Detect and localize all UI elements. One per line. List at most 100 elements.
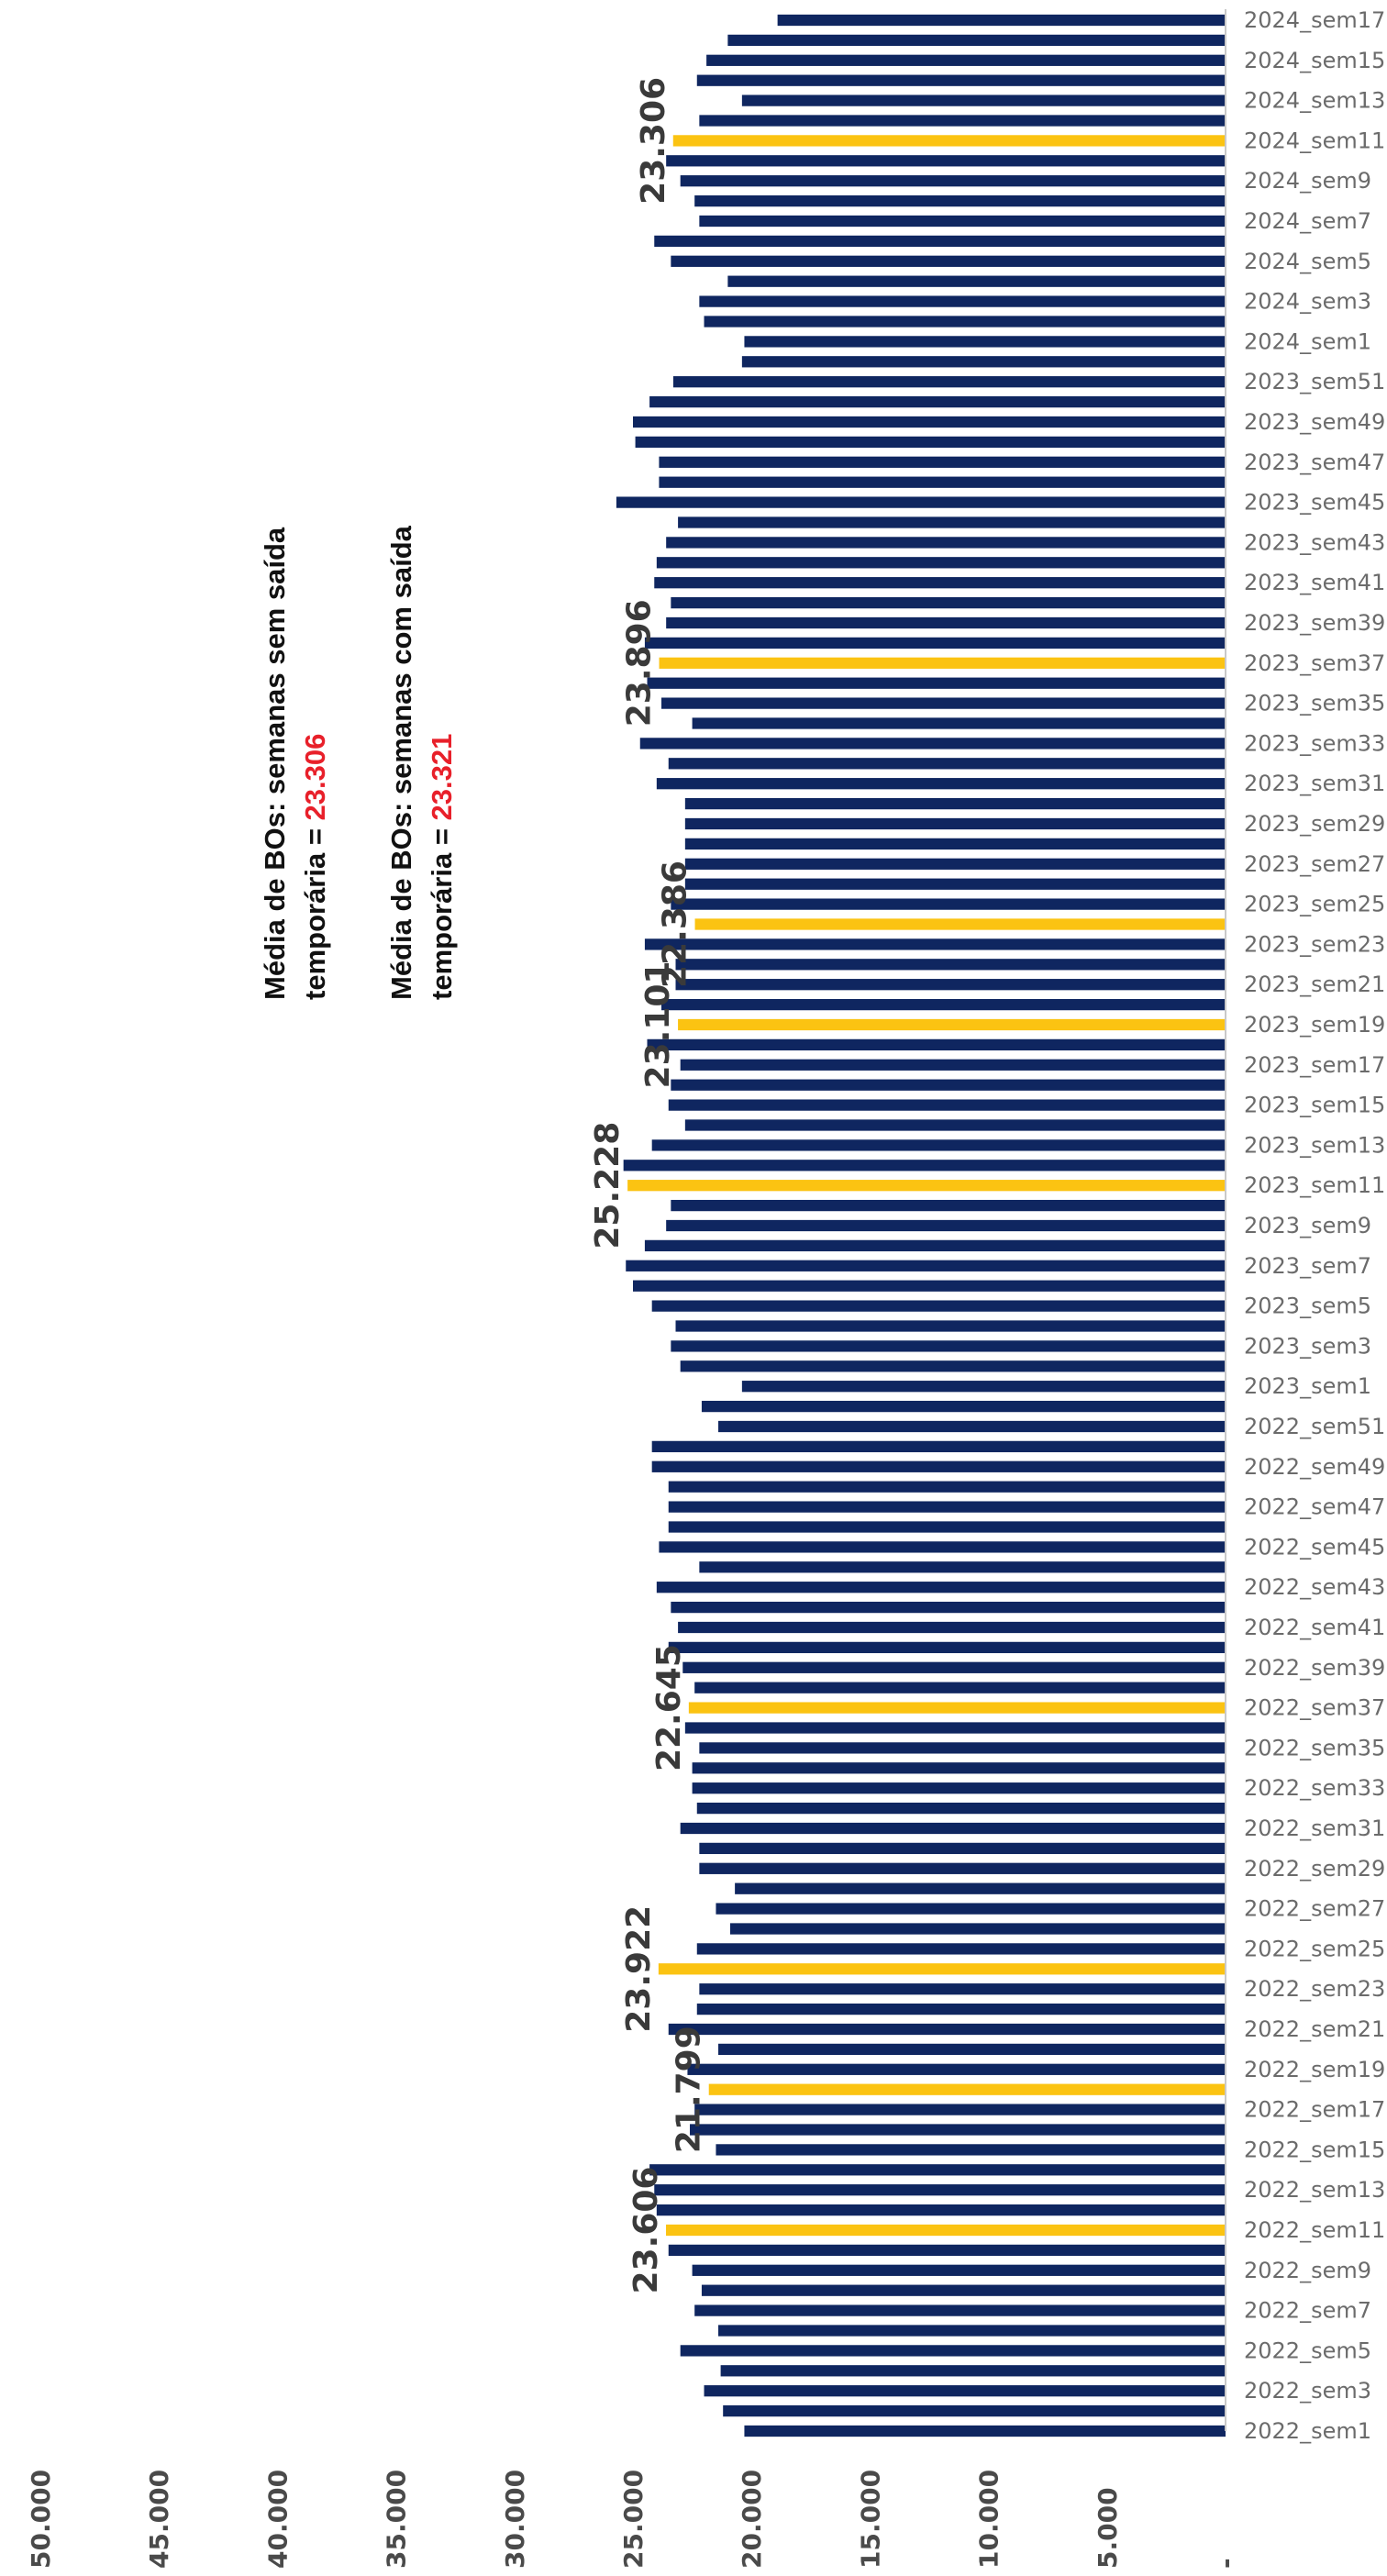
- bar-2022_sem47: [668, 1501, 1226, 1513]
- bar-2022_sem44: [699, 1561, 1226, 1573]
- category-label-2022_sem45: 2022_sem45: [1244, 1534, 1385, 1560]
- bar-2023_sem1: [741, 1381, 1226, 1393]
- bar-2024_sem4: [727, 275, 1226, 287]
- category-label-2022_sem43: 2022_sem43: [1244, 1574, 1385, 1600]
- bar-2023_sem4: [675, 1320, 1226, 1332]
- bar-2022_sem40: [668, 1641, 1226, 1654]
- bar-2023_sem45: [616, 496, 1226, 508]
- value-tick-label-50000: 50.000: [26, 2470, 56, 2569]
- category-label-2023_sem17: 2023_sem17: [1244, 1052, 1385, 1078]
- category-label-2023_sem29: 2023_sem29: [1244, 811, 1385, 837]
- bar-2022_sem5: [680, 2345, 1226, 2357]
- category-label-2022_sem31: 2022_sem31: [1244, 1815, 1385, 1841]
- annotation-sem-saida: Média de BOs: semanas sem saída temporár…: [259, 527, 331, 1000]
- annotation-sem-saida-value: 23.306: [299, 734, 331, 821]
- bar-2023_sem6: [633, 1280, 1226, 1292]
- category-label-2023_sem23: 2023_sem23: [1244, 931, 1385, 957]
- category-label-2023_sem13: 2023_sem13: [1244, 1132, 1385, 1158]
- bar-2022_sem27: [716, 1903, 1226, 1915]
- category-label-2023_sem51: 2023_sem51: [1244, 369, 1385, 394]
- category-label-2022_sem13: 2022_sem13: [1244, 2177, 1385, 2203]
- category-label-2022_sem29: 2022_sem29: [1244, 1856, 1385, 1882]
- bar-2022_sem1: [744, 2425, 1226, 2437]
- bar-2023_sem41: [654, 577, 1226, 589]
- bar-2023_sem36: [647, 677, 1226, 689]
- category-label-2023_sem19: 2023_sem19: [1244, 1012, 1385, 1038]
- category-label-2023_sem41: 2023_sem41: [1244, 570, 1385, 595]
- bar-2023_sem50: [649, 395, 1226, 408]
- bar-2023_sem46: [659, 476, 1226, 488]
- bar-2022_sem31: [680, 1822, 1226, 1835]
- bar-2023_sem25: [671, 898, 1226, 910]
- annotation-com-saida-prefix: temporária =: [426, 820, 458, 1000]
- category-label-2024_sem15: 2024_sem15: [1244, 48, 1385, 73]
- bar-2022_sem34: [692, 1762, 1226, 1774]
- annotation-com-saida-line2: temporária = 23.321: [426, 734, 458, 1000]
- bars-group: [616, 14, 1226, 2437]
- bar-2023_sem21: [675, 979, 1226, 991]
- bar-2023_sem39: [666, 616, 1226, 629]
- annotation-com-saida-value: 23.321: [426, 734, 458, 821]
- bar-2023_sem34: [692, 717, 1226, 729]
- category-label-2022_sem25: 2022_sem25: [1244, 1936, 1385, 1961]
- bar-2022_sem36: [684, 1722, 1226, 1734]
- category-label-2024_sem7: 2024_sem7: [1244, 208, 1371, 234]
- bar-2024_sem7: [699, 215, 1226, 228]
- category-label-2022_sem9: 2022_sem9: [1244, 2258, 1371, 2283]
- data-label-2024_sem11: 23.306: [635, 77, 672, 205]
- category-label-2023_sem3: 2023_sem3: [1244, 1333, 1371, 1359]
- bar-2023_sem18: [647, 1038, 1226, 1051]
- bar-2023_sem10: [671, 1199, 1226, 1212]
- bar-2023_sem40: [671, 596, 1226, 609]
- category-label-2022_sem49: 2022_sem49: [1244, 1454, 1385, 1480]
- category-label-2024_sem17: 2024_sem17: [1244, 7, 1385, 33]
- bar-2022_sem49: [651, 1460, 1226, 1472]
- value-tick-label-15000: 15.000: [855, 2470, 885, 2569]
- bar-2024_sem17: [777, 14, 1226, 27]
- bar-2023_sem49: [633, 416, 1226, 428]
- bar-2023_sem51: [672, 376, 1226, 388]
- value-tick-labels-group: - 5.000 10.000 15.000 20.000 25.000 30.000 35.0…: [26, 2470, 1241, 2569]
- category-label-2024_sem13: 2024_sem13: [1244, 88, 1385, 114]
- bar-2022_sem10: [668, 2244, 1226, 2257]
- bar-2023_sem2: [680, 1360, 1226, 1372]
- bar-2023_sem33: [639, 738, 1226, 749]
- bar-2022_sem30: [699, 1842, 1226, 1855]
- bar-2023_sem13: [651, 1139, 1226, 1151]
- category-label-2022_sem3: 2022_sem3: [1244, 2378, 1371, 2404]
- bar-2023_sem35: [661, 697, 1226, 709]
- category-label-2022_sem21: 2022_sem21: [1244, 2016, 1385, 2042]
- data-label-2023_sem37: 23.896: [621, 599, 659, 727]
- bar-2023_sem47: [659, 456, 1226, 468]
- bar-2023_sem28: [684, 838, 1226, 850]
- bar-2023_sem16: [671, 1079, 1226, 1091]
- category-label-2022_sem1: 2022_sem1: [1244, 2418, 1371, 2444]
- bar-2024_sem8: [694, 194, 1226, 207]
- category-label-2023_sem25: 2023_sem25: [1244, 892, 1385, 917]
- category-label-2023_sem5: 2023_sem5: [1244, 1294, 1371, 1319]
- bar-2022_sem22: [696, 2003, 1226, 2015]
- category-label-2023_sem31: 2023_sem31: [1244, 771, 1385, 796]
- bar-2023_sem26: [684, 878, 1226, 890]
- category-label-2022_sem15: 2022_sem15: [1244, 2137, 1385, 2162]
- bar-2023_sem42: [656, 557, 1226, 569]
- bar-2024_sem15: [706, 54, 1226, 66]
- category-label-2022_sem11: 2022_sem11: [1244, 2217, 1385, 2243]
- bar-2022_sem16: [690, 2124, 1226, 2136]
- category-label-2022_sem23: 2022_sem23: [1244, 1976, 1385, 2002]
- bar-2022_sem9: [692, 2264, 1226, 2276]
- bar-2024_sem1: [744, 336, 1226, 348]
- value-tick-label-45000: 45.000: [144, 2470, 174, 2569]
- bar-2022_sem43: [656, 1582, 1226, 1593]
- bar-2023_sem11: [627, 1180, 1226, 1192]
- category-label-2024_sem11: 2024_sem11: [1244, 128, 1385, 153]
- bar-2022_sem3: [704, 2385, 1226, 2397]
- value-tick-label-35000: 35.000: [382, 2470, 412, 2569]
- bar-2023_sem31: [656, 778, 1226, 790]
- category-labels-group: 2022_sem1 2022_sem3 2022_sem5 2022_sem7 2022…: [1244, 7, 1385, 2444]
- bar-2022_sem35: [699, 1742, 1226, 1754]
- bar-2022_sem7: [694, 2304, 1226, 2316]
- annotation-sem-saida-line2: temporária = 23.306: [299, 734, 331, 1000]
- category-label-2022_sem35: 2022_sem35: [1244, 1735, 1385, 1760]
